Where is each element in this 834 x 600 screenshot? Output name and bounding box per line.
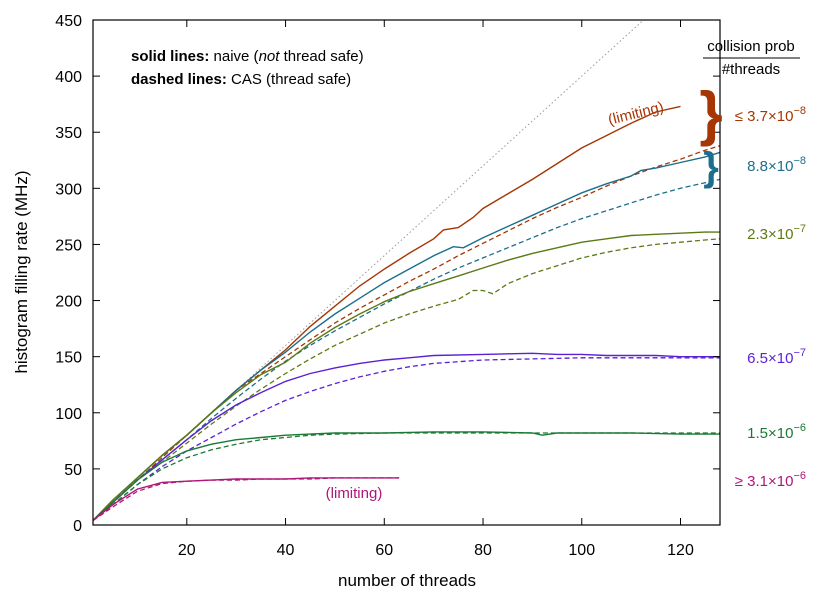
brace-limiting: } xyxy=(699,80,722,147)
series-2-dashed-line xyxy=(92,178,721,521)
series-layer xyxy=(92,105,721,522)
annotation-limiting-bottom: (limiting) xyxy=(326,485,383,502)
header-collision-prob: collision prob xyxy=(707,38,795,55)
y-axis-title: histogram filling rate (MHz) xyxy=(12,170,31,373)
series-2 xyxy=(92,151,721,521)
series-4-solid-line xyxy=(92,352,720,522)
series-1 xyxy=(92,105,721,521)
annotation-limiting-top: (limiting) xyxy=(606,99,665,129)
y-tick-label: 300 xyxy=(55,181,82,198)
legend-solid: solid lines: naive (not thread safe) xyxy=(131,48,364,65)
y-tick-label: 0 xyxy=(73,518,82,535)
x-tick-label: 40 xyxy=(277,542,295,559)
y-tick-label: 150 xyxy=(55,350,82,367)
brace-8e8: } xyxy=(703,145,719,189)
y-tick-label: 100 xyxy=(55,406,82,423)
y-tick-label: 450 xyxy=(55,13,82,30)
series-1-solid-line xyxy=(92,105,681,521)
series-4-dashed-line xyxy=(92,357,720,522)
series-5 xyxy=(92,431,720,522)
y-tick-label: 400 xyxy=(55,69,82,86)
series-2-solid-line xyxy=(92,151,721,521)
y-tick-label: 50 xyxy=(64,462,82,479)
series-4 xyxy=(92,352,720,522)
y-tick-label: 250 xyxy=(55,237,82,254)
series-2-prob-label: 8.8×10−8 xyxy=(747,155,806,175)
legend-dashed: dashed lines: CAS (thread safe) xyxy=(131,71,351,88)
series-5-dashed-line xyxy=(92,432,720,522)
series-4-prob-label: 6.5×10−7 xyxy=(747,347,806,367)
y-tick-label: 350 xyxy=(55,125,82,142)
series-3 xyxy=(92,231,721,521)
series-3-solid-line xyxy=(92,231,720,521)
series-6-prob-label: ≥ 3.1×10−6 xyxy=(735,470,806,490)
series-1-dashed-line xyxy=(92,145,721,521)
series-3-dashed-line xyxy=(92,238,721,521)
series-1-prob-label: ≤ 3.7×10−8 xyxy=(735,105,806,125)
series-5-solid-line xyxy=(92,431,720,522)
plot-frame xyxy=(92,19,721,526)
x-tick-label: 80 xyxy=(474,542,492,559)
x-tick-label: 60 xyxy=(375,542,393,559)
series-6-solid-line xyxy=(92,477,400,522)
x-axis-title: number of threads xyxy=(338,571,476,590)
x-tick-label: 20 xyxy=(178,542,196,559)
x-tick-label: 120 xyxy=(667,542,694,559)
series-6 xyxy=(92,477,400,522)
series-5-prob-label: 1.5×10−6 xyxy=(747,422,806,442)
y-tick-label: 200 xyxy=(55,294,82,311)
x-tick-label: 100 xyxy=(568,542,595,559)
tick-layer: 20 40 60 80 100 120 0 50 100 150 200 250 300 350 400 45… xyxy=(55,13,720,559)
header-threads: #threads xyxy=(722,61,780,78)
label-layer: ≤ 3.7×10−8 8.8×10−8 2.3×10−7 6.5×10−7 1.5×10… xyxy=(326,99,806,502)
series-3-prob-label: 2.3×10−7 xyxy=(747,223,806,243)
